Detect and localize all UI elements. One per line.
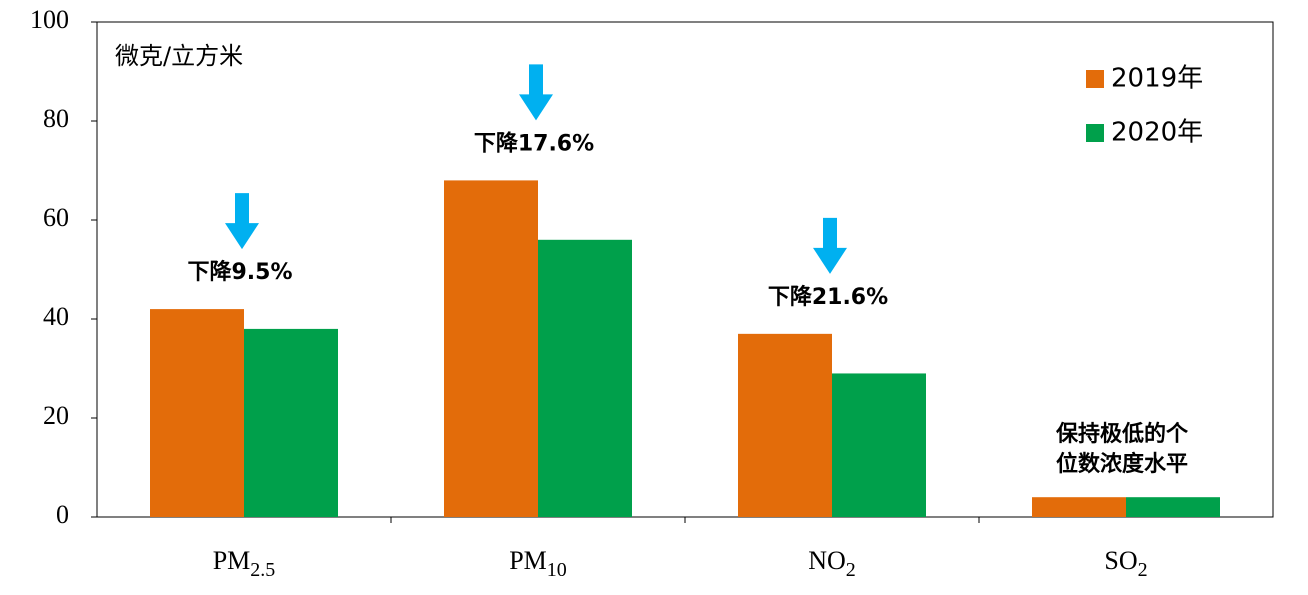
legend-label: 2019年 <box>1111 64 1203 94</box>
y-tick-label: 80 <box>43 104 69 133</box>
annotation: 位数浓度水平 <box>1056 451 1188 477</box>
bar <box>538 239 632 518</box>
bar <box>832 373 926 517</box>
x-tick-label: SO2 <box>1104 546 1147 581</box>
bar <box>1032 497 1126 517</box>
x-tick-label: NO2 <box>808 546 856 581</box>
annotation: 下降9.5% <box>187 260 292 285</box>
legend-label: 2020年 <box>1111 118 1203 148</box>
x-tick-label: PM2.5 <box>213 546 276 581</box>
unit-label: 微克/立方米 <box>115 42 243 70</box>
annotation: 下降21.6% <box>768 285 888 310</box>
y-tick-label: 40 <box>43 302 69 331</box>
bar <box>738 333 832 517</box>
legend-swatch <box>1086 124 1104 142</box>
y-tick-label: 60 <box>43 203 69 232</box>
arrow <box>225 193 259 250</box>
bar <box>244 328 338 517</box>
x-tick-label: PM10 <box>509 546 567 581</box>
bar <box>1126 497 1220 517</box>
bar <box>444 180 538 517</box>
arrow <box>519 64 553 121</box>
arrow <box>813 217 847 274</box>
y-tick-label: 100 <box>30 5 69 34</box>
bar <box>150 309 244 517</box>
legend-swatch <box>1086 70 1104 88</box>
y-tick-label: 20 <box>43 401 69 430</box>
annotation: 下降17.6% <box>474 131 594 156</box>
y-tick-label: 0 <box>56 500 69 529</box>
annotation: 保持极低的个 <box>1055 421 1189 447</box>
